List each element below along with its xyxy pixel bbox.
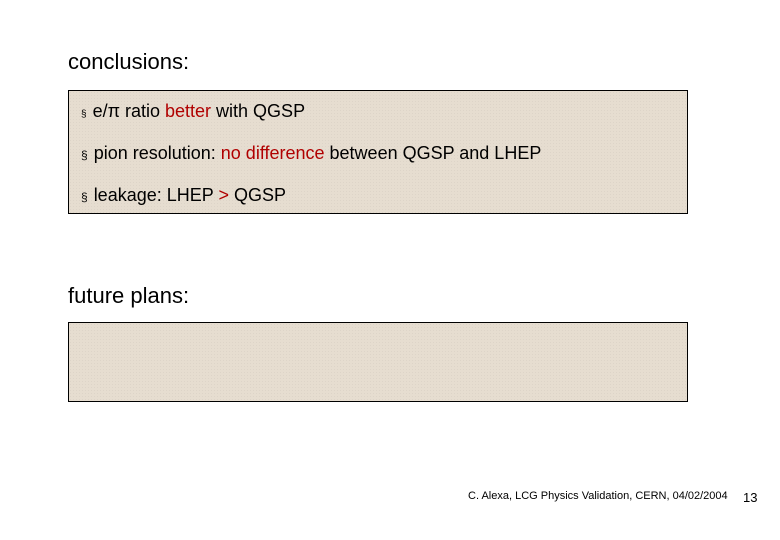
- future-box: [68, 322, 688, 402]
- item-pre: e/π ratio: [93, 101, 165, 121]
- heading-conclusions: conclusions:: [68, 49, 189, 75]
- bullet-icon: §: [81, 188, 88, 207]
- footer-text: C. Alexa, LCG Physics Validation, CERN, …: [468, 490, 728, 502]
- item-post: between QGSP and LHEP: [325, 143, 542, 163]
- list-item: § pion resolution: no difference between …: [81, 143, 675, 165]
- heading-future: future plans:: [68, 283, 189, 309]
- page-number: 13: [743, 490, 757, 505]
- item-highlight: >: [218, 185, 229, 205]
- item-text: pion resolution: no difference between Q…: [94, 143, 542, 165]
- item-pre: leakage: LHEP: [94, 185, 219, 205]
- item-post: with QGSP: [211, 101, 305, 121]
- conclusions-box: § e/π ratio better with QGSP § pion resolut…: [68, 90, 688, 214]
- bullet-icon: §: [81, 146, 88, 165]
- item-text: leakage: LHEP > QGSP: [94, 185, 286, 207]
- list-item: § leakage: LHEP > QGSP: [81, 185, 675, 207]
- item-post: QGSP: [229, 185, 286, 205]
- item-text: e/π ratio better with QGSP: [93, 101, 306, 123]
- item-highlight: no difference: [221, 143, 325, 163]
- item-highlight: better: [165, 101, 211, 121]
- bullet-icon: §: [81, 107, 87, 123]
- list-item: § e/π ratio better with QGSP: [81, 101, 675, 123]
- item-pre: pion resolution:: [94, 143, 221, 163]
